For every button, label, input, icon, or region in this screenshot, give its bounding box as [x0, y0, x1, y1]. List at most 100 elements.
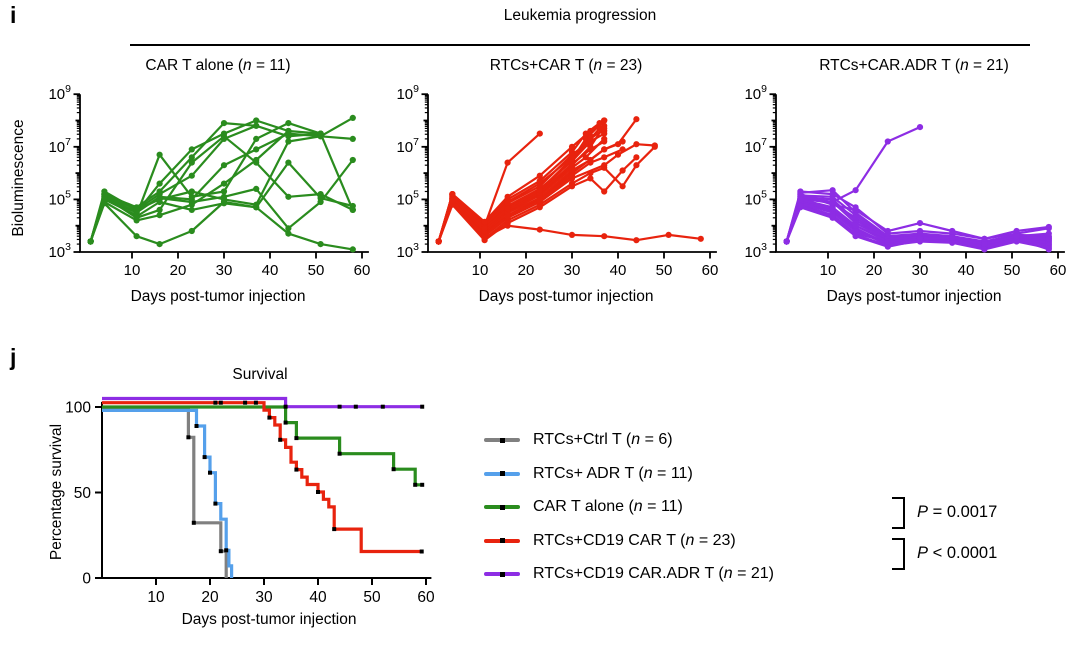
panel-i-label: i	[10, 2, 17, 28]
censor-tick-icon	[499, 504, 505, 510]
x-tick-labels: 10 20 30 40 50 60	[124, 262, 370, 279]
legend-text: CAR T alone (	[533, 498, 634, 515]
svg-text:50: 50	[308, 262, 325, 279]
censor-marks	[186, 400, 425, 554]
legend-item-car-t-alone: CAR T alone (n = 11)	[484, 495, 774, 519]
legend-key-line	[484, 571, 520, 577]
panel-i-header: Leukemia progression	[503, 7, 657, 24]
chart-title-rtcs-car-t: RTCs+CAR T (n = 23)	[388, 56, 718, 76]
svg-text:30: 30	[564, 262, 581, 279]
svg-text:20: 20	[518, 262, 535, 279]
series-lines	[785, 125, 1050, 251]
legend-label: RTCs+Ctrl T (n = 6)	[533, 431, 673, 449]
svg-text:20: 20	[170, 262, 187, 279]
svg-text:40: 40	[958, 262, 975, 279]
legend-n-italic: n	[633, 498, 643, 515]
pvalue-1: P = 0.0017	[917, 503, 997, 522]
svg-text:40: 40	[309, 589, 327, 606]
legend-item-rtcs-ctrl-t: RTCs+Ctrl T (n = 6)	[484, 428, 774, 452]
legend-key-line	[484, 437, 520, 443]
svg-text:105: 105	[48, 188, 71, 208]
chart-block-rtcs-car-adr-t: RTCs+CAR.ADR T (n = 21) 103 105 107 109 10 20…	[736, 56, 1066, 306]
censor-tick-icon	[499, 571, 505, 577]
svg-text:100: 100	[65, 400, 91, 417]
chart-title-rtcs-car-adr-t: RTCs+CAR.ADR T (n = 21)	[736, 56, 1066, 76]
title-n-italic: n	[243, 57, 252, 74]
svg-text:60: 60	[702, 262, 718, 279]
svg-text:30: 30	[255, 589, 273, 606]
svg-text:109: 109	[396, 83, 419, 103]
title-n-italic: n	[593, 57, 603, 74]
axes	[73, 93, 369, 259]
svg-text:60: 60	[1050, 262, 1066, 279]
x-tick-labels: 10 20 30 40 50 60	[820, 262, 1066, 279]
axes	[769, 93, 1065, 259]
legend-item-rtcs-adr-t: RTCs+ ADR T (n = 11)	[484, 462, 774, 486]
x-tick-labels: 10 20 30 40 50 60	[472, 262, 718, 279]
legend-key-line	[484, 471, 520, 476]
svg-text:20: 20	[201, 589, 219, 606]
legend-n-italic: n	[723, 565, 733, 582]
bioluminescence-plot-car-t-alone: 103 105 107 109 10 20 30 40 50 60	[48, 83, 370, 279]
legend-item-rtcs-cd19-car-t: RTCs+CD19 CAR T (n = 23)	[484, 529, 774, 553]
x-axis-label: Days post-tumor injection	[130, 288, 306, 305]
svg-text:105: 105	[396, 188, 419, 208]
series-points	[435, 116, 704, 245]
axes	[421, 93, 717, 259]
legend-text: = 23)	[694, 531, 736, 549]
legend-label: RTCs+CD19 CAR.ADR T (n = 21)	[533, 565, 774, 583]
km-curve-car-t-alone	[102, 405, 424, 487]
title-text: RTCs+CAR.ADR T (	[819, 57, 961, 74]
legend-label: RTCs+CD19 CAR T (n = 23)	[533, 532, 736, 550]
panel-j-label: j	[10, 344, 17, 370]
title-n-italic: n	[960, 57, 969, 74]
km-curve-rtcs-cd19-car-t	[102, 401, 424, 554]
legend-n-italic: n	[643, 464, 653, 482]
chart-block-car-t-alone: CAR T alone (n = 11) 103 105 107 109 10 20 30 4…	[40, 56, 370, 306]
legend-n-italic: n	[631, 431, 641, 448]
survival-legend: RTCs+Ctrl T (n = 6) RTCs+ ADR T (n = 11)…	[484, 428, 774, 596]
censor-tick-icon	[499, 471, 505, 476]
svg-text:30: 30	[216, 262, 233, 279]
svg-text:20: 20	[866, 262, 883, 279]
svg-text:107: 107	[48, 136, 71, 156]
svg-text:107: 107	[744, 136, 767, 156]
svg-text:50: 50	[656, 262, 673, 279]
svg-text:105: 105	[744, 188, 767, 208]
y-tick-labels: 103 105 107 109	[396, 83, 419, 261]
pvalue-bracket-2	[892, 538, 905, 570]
svg-text:109: 109	[744, 83, 767, 103]
legend-key-line	[484, 538, 520, 543]
svg-text:10: 10	[820, 262, 837, 279]
header-rule	[130, 44, 1030, 47]
bioluminescence-plot-rtcs-car-adr-t: 103 105 107 109 10 20 30 40 50 60	[744, 83, 1066, 279]
pvalue-bracket-1	[892, 497, 905, 529]
legend-text: RTCs+CD19 CAR.ADR T (	[533, 565, 724, 582]
svg-text:50: 50	[363, 589, 381, 606]
bioluminescence-plot-rtcs-car-t: 103 105 107 109 10 20 30 40 50 60	[396, 83, 718, 279]
axes	[95, 401, 432, 585]
legend-n-italic: n	[685, 531, 695, 549]
censor-tick-icon	[499, 437, 505, 443]
censor-tick-icon	[499, 538, 505, 543]
x-axis-label: Days post-tumor injection	[478, 288, 654, 305]
title-text: CAR T alone (	[145, 57, 244, 74]
svg-text:103: 103	[48, 241, 71, 261]
chart-title-car-t-alone: CAR T alone (n = 11)	[40, 56, 370, 76]
svg-text:50: 50	[74, 485, 92, 502]
legend-text: = 11)	[652, 464, 693, 482]
x-tick-labels: 10 20 30 40 50 60	[147, 589, 435, 606]
y-tick-labels: 103 105 107 109	[744, 83, 767, 261]
survival-chart-title: Survival	[232, 366, 288, 383]
svg-text:10: 10	[124, 262, 141, 279]
pvalue-p-italic: P	[917, 544, 929, 562]
svg-text:50: 50	[1004, 262, 1021, 279]
legend-text: RTCs+ ADR T (	[533, 464, 644, 482]
pvalue-text: < 0.0001	[928, 544, 998, 562]
title-text: = 11)	[251, 57, 291, 74]
pvalue-2: P < 0.0001	[917, 544, 997, 563]
y-axis-label-bioluminescence: Bioluminescence	[10, 119, 27, 237]
legend-text: = 21)	[732, 565, 774, 582]
svg-text:10: 10	[147, 589, 165, 606]
km-curve-rtcs-ctrl-t	[102, 407, 228, 578]
